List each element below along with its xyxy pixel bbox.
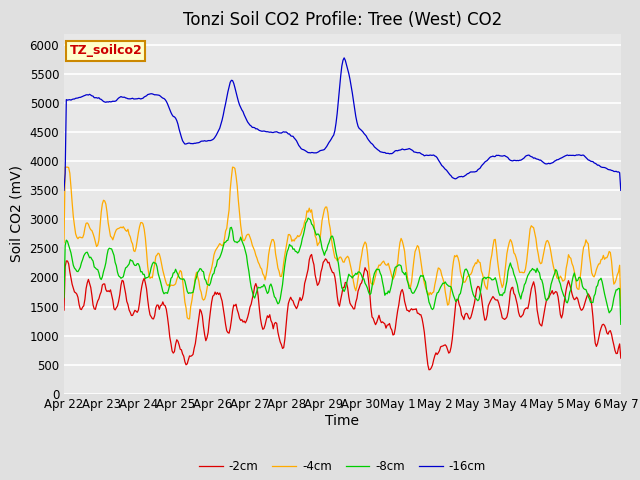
-2cm (425, 367, 433, 372)
-2cm (472, 294, 479, 300)
Line: -4cm: -4cm (64, 167, 621, 319)
-4cm (298, 230, 305, 236)
-4cm (236, 210, 243, 216)
-16cm (470, 169, 478, 175)
-16cm (295, 143, 303, 148)
-8cm (399, 270, 407, 276)
-8cm (234, 240, 241, 246)
-8cm (60, 295, 68, 300)
-2cm (617, 355, 625, 361)
-8cm (373, 266, 381, 272)
-4cm (472, 260, 479, 265)
Title: Tonzi Soil CO2 Profile: Tree (West) CO2: Tonzi Soil CO2 Profile: Tree (West) CO2 (183, 11, 502, 29)
Line: -8cm: -8cm (64, 218, 621, 324)
-2cm (308, 252, 316, 257)
-4cm (184, 316, 192, 322)
Legend: -2cm, -4cm, -8cm, -16cm: -2cm, -4cm, -8cm, -16cm (194, 455, 491, 478)
-2cm (399, 290, 407, 296)
-4cm (60, 240, 68, 245)
-2cm (234, 307, 241, 312)
-4cm (568, 261, 576, 266)
-4cm (61, 164, 69, 170)
X-axis label: Time: Time (325, 414, 360, 428)
-16cm (60, 188, 68, 193)
-16cm (234, 94, 241, 100)
-2cm (295, 299, 303, 304)
-4cm (374, 265, 381, 271)
-4cm (617, 303, 625, 309)
Line: -16cm: -16cm (64, 58, 621, 191)
-16cm (373, 146, 381, 152)
-16cm (340, 55, 348, 61)
-8cm (470, 294, 478, 300)
Text: TZ_soilco2: TZ_soilco2 (70, 44, 142, 58)
-8cm (304, 215, 312, 221)
-8cm (617, 322, 625, 327)
-2cm (373, 320, 381, 325)
Line: -2cm: -2cm (64, 254, 621, 370)
-2cm (568, 291, 576, 297)
-8cm (295, 249, 303, 255)
-8cm (567, 287, 575, 292)
-4cm (401, 249, 408, 254)
-16cm (617, 188, 625, 193)
-16cm (399, 146, 407, 152)
-16cm (567, 153, 575, 158)
Y-axis label: Soil CO2 (mV): Soil CO2 (mV) (10, 165, 24, 262)
-2cm (60, 307, 68, 313)
